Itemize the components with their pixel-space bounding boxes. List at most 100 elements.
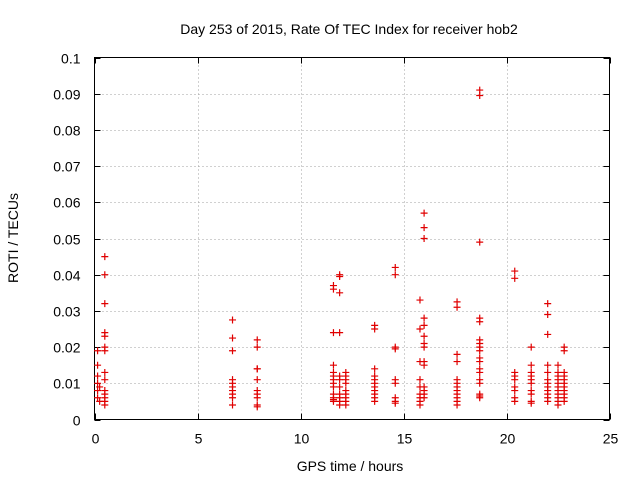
data-point bbox=[253, 336, 261, 344]
data-point bbox=[329, 361, 337, 369]
data-point bbox=[453, 401, 461, 409]
data-point bbox=[476, 318, 484, 326]
y-tick-label: 0.01 bbox=[53, 376, 80, 392]
data-point bbox=[336, 289, 344, 297]
y-axis-ticks: 0 0.01 0.02 0.03 0.04 0.05 0.06 0.07 0.08 0.09 0.1 bbox=[53, 51, 610, 429]
chart-title: Day 253 of 2015, Rate Of TEC Index for r… bbox=[180, 21, 518, 37]
data-point bbox=[101, 401, 109, 409]
data-point bbox=[101, 347, 109, 355]
data-point bbox=[329, 285, 337, 293]
y-tick-label: 0.06 bbox=[53, 195, 80, 211]
data-point bbox=[453, 350, 461, 358]
data-point bbox=[420, 394, 428, 402]
data-point bbox=[527, 379, 535, 387]
data-point bbox=[229, 394, 237, 402]
data-point bbox=[511, 397, 519, 405]
data-point bbox=[391, 263, 399, 271]
data-point bbox=[229, 347, 237, 355]
y-tick-label: 0.03 bbox=[53, 304, 80, 320]
data-point bbox=[476, 92, 484, 100]
data-point bbox=[420, 332, 428, 340]
data-point bbox=[511, 267, 519, 275]
data-point bbox=[544, 300, 552, 308]
data-point bbox=[544, 330, 552, 338]
data-point bbox=[336, 383, 344, 391]
y-axis-label: ROTI / TECUs bbox=[5, 193, 21, 283]
data-point bbox=[511, 274, 519, 282]
data-point bbox=[101, 332, 109, 340]
data-point bbox=[94, 361, 102, 369]
data-point bbox=[554, 401, 562, 409]
data-point bbox=[544, 397, 552, 405]
y-tick-label: 0.1 bbox=[61, 51, 81, 67]
data-point bbox=[336, 401, 344, 409]
data-point bbox=[96, 383, 104, 391]
data-point bbox=[416, 325, 424, 333]
data-point bbox=[476, 238, 484, 246]
data-point bbox=[253, 394, 261, 402]
data-point bbox=[94, 387, 102, 395]
data-point bbox=[101, 300, 109, 308]
data-point bbox=[527, 343, 535, 351]
data-point bbox=[527, 390, 535, 398]
data-point bbox=[329, 397, 337, 405]
data-point bbox=[391, 399, 399, 407]
data-point bbox=[416, 296, 424, 304]
data-point bbox=[94, 394, 102, 402]
y-tick-label: 0.07 bbox=[53, 159, 80, 175]
data-point bbox=[336, 273, 344, 281]
data-point bbox=[420, 321, 428, 329]
data-point bbox=[527, 399, 535, 407]
data-point bbox=[336, 329, 344, 337]
data-point bbox=[94, 379, 102, 387]
data-point bbox=[101, 271, 109, 279]
data-point bbox=[329, 329, 337, 337]
y-tick-label: 0 bbox=[73, 413, 81, 429]
data-point bbox=[253, 343, 261, 351]
plot-frame bbox=[94, 57, 610, 420]
data-point bbox=[94, 372, 102, 380]
data-point bbox=[476, 379, 484, 387]
data-point bbox=[229, 316, 237, 324]
data-point bbox=[476, 368, 484, 376]
data-point bbox=[101, 253, 109, 261]
data-point bbox=[527, 361, 535, 369]
data-point bbox=[560, 397, 568, 405]
data-point bbox=[336, 376, 344, 384]
data-point bbox=[391, 345, 399, 353]
y-tick-label: 0.02 bbox=[53, 340, 80, 356]
data-point bbox=[544, 368, 552, 376]
data-point bbox=[420, 361, 428, 369]
data-point bbox=[420, 235, 428, 242]
data-point bbox=[371, 397, 379, 405]
data-point bbox=[544, 311, 552, 319]
data-point bbox=[420, 209, 428, 217]
data-points bbox=[94, 86, 568, 411]
data-point bbox=[476, 394, 484, 402]
data-point bbox=[101, 368, 109, 376]
y-tick-label: 0.05 bbox=[53, 232, 80, 248]
data-point bbox=[229, 401, 237, 409]
data-point bbox=[544, 361, 552, 369]
x-tick-label: 5 bbox=[195, 431, 203, 447]
data-point bbox=[416, 401, 424, 409]
data-point bbox=[420, 343, 428, 351]
data-point bbox=[391, 271, 399, 279]
x-tick-label: 10 bbox=[294, 431, 310, 447]
x-tick-label: 25 bbox=[603, 431, 619, 447]
data-point bbox=[371, 365, 379, 373]
data-point bbox=[453, 358, 461, 366]
x-tick-label: 15 bbox=[397, 431, 413, 447]
y-tick-label: 0.09 bbox=[53, 87, 80, 103]
data-point bbox=[253, 365, 261, 373]
data-point bbox=[342, 401, 350, 409]
data-point bbox=[420, 224, 428, 232]
data-point bbox=[476, 358, 484, 366]
x-tick-label: 20 bbox=[500, 431, 516, 447]
data-point bbox=[101, 376, 109, 384]
data-point bbox=[476, 347, 484, 355]
data-point bbox=[371, 325, 379, 333]
data-point bbox=[253, 403, 261, 411]
data-point bbox=[416, 376, 424, 384]
